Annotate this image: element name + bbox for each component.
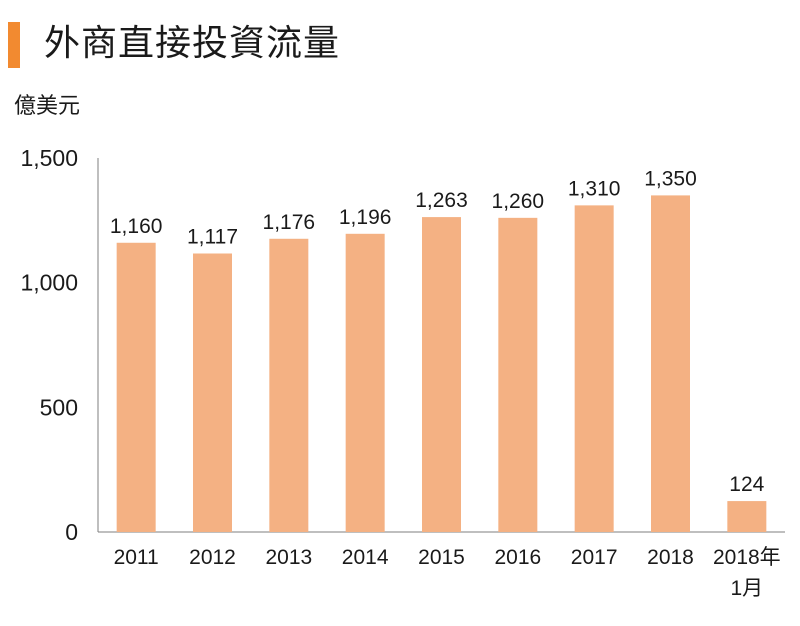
x-tick-label: 2018 (647, 546, 694, 569)
x-tick-label: 2015 (418, 546, 465, 569)
bar (498, 217, 538, 532)
x-tick-label: 2014 (342, 546, 389, 569)
bar (727, 501, 767, 532)
data-label: 1,196 (339, 206, 392, 229)
bar (345, 233, 385, 532)
x-tick-label: 2012 (189, 546, 236, 569)
bar (193, 253, 232, 532)
y-tick-label: 500 (40, 394, 78, 420)
y-tick-label: 0 (65, 519, 78, 545)
axes: 0 500 1,000 1,500 (20, 145, 785, 545)
x-tick-label: 1月 (730, 577, 763, 600)
data-label: 1,263 (415, 189, 468, 212)
data-label: 1,310 (568, 177, 621, 200)
data-label: 1,350 (644, 167, 697, 190)
page-title: 外商直接投資流量 (44, 23, 341, 64)
data-label: 1,160 (110, 215, 163, 238)
data-label: 1,176 (263, 211, 316, 234)
y-tick-label: 1,000 (20, 270, 78, 296)
bar (116, 242, 156, 533)
labels: 1,160 2011 1,117 2012 1,176 2013 1,196 2014 1,26… (110, 167, 781, 600)
bar (574, 205, 614, 532)
x-tick-label: 2017 (571, 546, 618, 569)
bar (269, 238, 309, 532)
x-tick-label: 2011 (114, 546, 159, 569)
unit-label: 億美元 (14, 94, 81, 119)
x-tick-label: 2013 (265, 546, 312, 569)
title-accent-bar (8, 22, 20, 68)
y-tick-label: 1,500 (20, 145, 78, 171)
bars (116, 195, 767, 533)
data-label: 1,260 (492, 190, 545, 213)
data-label: 1,117 (187, 225, 238, 248)
bar (422, 217, 461, 533)
x-tick-label: 2016 (494, 546, 541, 569)
bar (651, 195, 690, 532)
data-label: 124 (729, 473, 764, 496)
x-tick-label: 2018年 (713, 546, 781, 569)
